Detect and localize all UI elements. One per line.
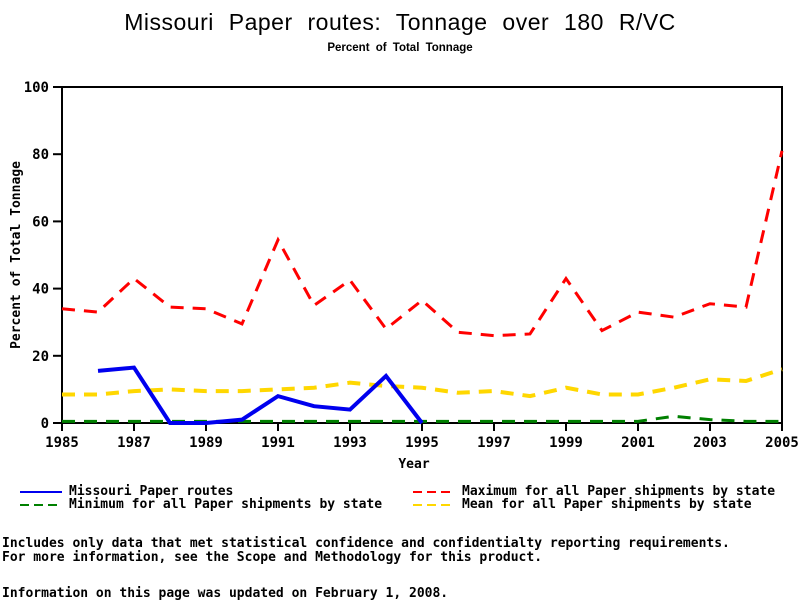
svg-text:2005: 2005 xyxy=(765,435,799,451)
plot-svg: 0 20 40 60 80 100 1985 1987 1989 1991 1993 1995 1997… xyxy=(9,80,799,472)
legend-item-minimum: Minimum for all Paper shipments by state xyxy=(20,498,413,511)
svg-text:100: 100 xyxy=(24,80,49,96)
maximum-line-swatch-icon xyxy=(413,491,455,493)
svg-text:Percent of Total Tonnage: Percent of Total Tonnage xyxy=(9,161,24,349)
svg-text:20: 20 xyxy=(32,349,49,365)
legend-item-missouri: Missouri Paper routes xyxy=(20,485,413,498)
legend-item-maximum: Maximum for all Paper shipments by state xyxy=(413,485,775,498)
legend-item-mean: Mean for all Paper shipments by state xyxy=(413,498,775,511)
chart-subtitle: Percent of Total Tonnage xyxy=(327,42,473,54)
svg-text:1985: 1985 xyxy=(45,435,79,451)
svg-text:1991: 1991 xyxy=(261,435,295,451)
missouri-line-swatch-icon xyxy=(20,491,62,493)
footer-note-methodology: For more information, see the Scope and … xyxy=(2,550,543,565)
svg-text:1997: 1997 xyxy=(477,435,511,451)
svg-text:1987: 1987 xyxy=(117,435,151,451)
svg-text:2001: 2001 xyxy=(621,435,655,451)
footer-note-confidence: Includes only data that met statistical … xyxy=(2,536,730,551)
svg-text:2003: 2003 xyxy=(693,435,727,451)
svg-text:1993: 1993 xyxy=(333,435,367,451)
chart-title: Missouri Paper routes: Tonnage over 180 … xyxy=(124,9,676,35)
svg-text:0: 0 xyxy=(41,416,49,432)
legend: Missouri Paper routes Maximum for all Pa… xyxy=(20,485,775,511)
legend-label: Maximum for all Paper shipments by state xyxy=(462,484,776,499)
mean-line-swatch-icon xyxy=(413,504,455,506)
footer-note-updated: Information on this page was updated on … xyxy=(2,586,449,600)
svg-text:60: 60 xyxy=(32,214,49,230)
svg-text:80: 80 xyxy=(32,147,49,163)
svg-text:1995: 1995 xyxy=(405,435,439,451)
legend-label: Missouri Paper routes xyxy=(69,484,234,499)
minimum-line-swatch-icon xyxy=(20,504,62,506)
legend-label: Mean for all Paper shipments by state xyxy=(462,497,752,512)
svg-text:40: 40 xyxy=(32,282,49,298)
svg-text:Year: Year xyxy=(398,457,429,472)
svg-text:1999: 1999 xyxy=(549,435,583,451)
svg-text:1989: 1989 xyxy=(189,435,223,451)
legend-label: Minimum for all Paper shipments by state xyxy=(69,497,383,512)
